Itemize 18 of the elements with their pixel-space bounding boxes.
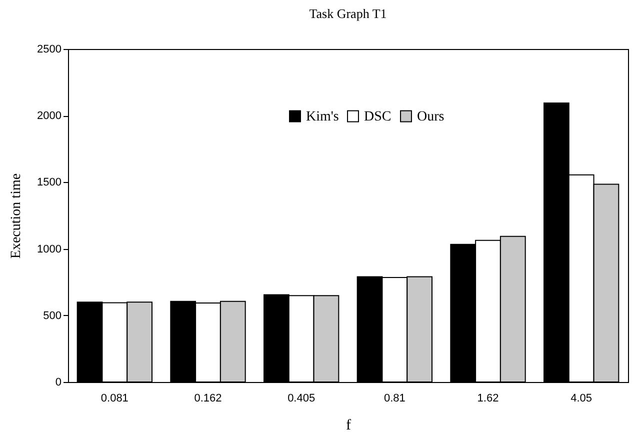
- x-tick-label: 4.05: [570, 392, 592, 404]
- y-tick-label: 1000: [37, 243, 62, 256]
- x-tick-label: 1.62: [477, 392, 499, 404]
- legend-label: Ours: [417, 109, 444, 124]
- x-tick-label: 0.162: [194, 392, 222, 404]
- y-tick-label: 2500: [37, 44, 62, 56]
- y-tick-label: 0: [55, 376, 62, 388]
- x-tick-label: 0.081: [100, 392, 128, 404]
- y-tick-label: 500: [43, 310, 62, 322]
- y-axis-title: Execution time: [9, 173, 24, 259]
- chart-title: Task Graph T1: [309, 6, 387, 21]
- y-tick-label: 1500: [37, 176, 62, 189]
- x-axis-title: f: [346, 418, 351, 434]
- x-tick-label: 0.405: [288, 392, 316, 404]
- x-tick-label: 0.81: [384, 392, 406, 404]
- legend-label: Kim's: [306, 109, 339, 124]
- legend-label: DSC: [364, 109, 392, 124]
- y-tick-label: 2000: [37, 110, 62, 122]
